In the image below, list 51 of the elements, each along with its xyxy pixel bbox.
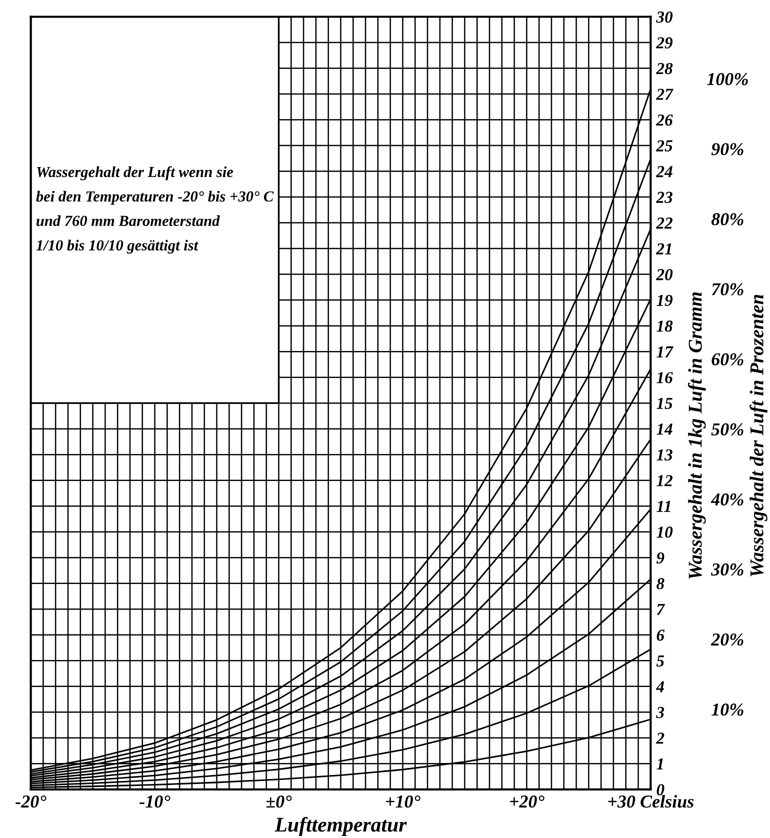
y-tick-label: 27 <box>656 88 674 100</box>
text: 100% <box>707 73 748 86</box>
x-axis-title: Lufttemperatur <box>274 816 407 836</box>
y-tick-label: 16 <box>656 372 673 384</box>
text: 40% <box>710 493 744 506</box>
y-tick-label: 19 <box>656 294 673 306</box>
x-tick-label: +20° <box>510 795 544 808</box>
y-tick-label: 25 <box>656 140 672 152</box>
y-tick-label: 26 <box>656 114 673 126</box>
y-tick-label: 29 <box>656 37 673 48</box>
y-tick-label: 2 <box>656 732 664 744</box>
x-tick-label: -20° <box>16 795 46 808</box>
y-tick-label: 20 <box>656 269 673 280</box>
y-tick-label: 9 <box>656 552 664 564</box>
y-tick-label: 18 <box>656 320 673 332</box>
y-tick-label: 15 <box>656 398 672 410</box>
y-tick-label: 4 <box>656 681 664 692</box>
text: 80% <box>711 213 744 226</box>
y-tick-label: 0 <box>656 784 664 796</box>
x-tick-label: +30 Celsius <box>608 794 694 808</box>
y-tick-label: 12 <box>656 475 672 486</box>
y-tick-label: 5 <box>656 655 664 667</box>
y-tick-label: 30 <box>656 11 673 23</box>
y-tick-label: 23 <box>656 192 672 203</box>
x-tick-label: ±0° <box>266 795 292 808</box>
text: 70% <box>712 283 744 296</box>
text: 30% <box>710 563 744 576</box>
y2-axis-title: Wassergehalt der Luft in Prozenten <box>750 294 768 576</box>
y-tick-label: 3 <box>656 706 664 718</box>
text: 10% <box>712 703 744 716</box>
x-tick-label: +10° <box>386 795 420 808</box>
y-tick-label: 10 <box>656 526 673 538</box>
text: 20% <box>710 633 744 646</box>
y-tick-label: 28 <box>656 62 673 74</box>
y-tick-label: 11 <box>656 500 670 512</box>
y-tick-label: 17 <box>656 346 674 358</box>
y-axis-title: Wassergehalt in 1kg Luft in Gramm <box>688 292 706 579</box>
y-tick-label: 7 <box>656 604 666 615</box>
y-tick-label: 21 <box>656 243 672 254</box>
text: 50% <box>711 423 744 436</box>
x-tick-label: -10° <box>140 795 170 808</box>
y-tick-label: 13 <box>656 449 672 461</box>
y-tick-label: 14 <box>656 424 672 435</box>
y-tick-label: 8 <box>656 578 664 590</box>
y-tick-label: 1 <box>656 758 663 770</box>
text: 90% <box>711 143 744 156</box>
y-tick-label: 22 <box>656 218 672 229</box>
y-tick-label: 24 <box>656 166 672 178</box>
text: Wassergehalt der Luft wenn sie bei den Temperaturen -20° bis +30° C und 760 mm Barometerstand 1/10 bis 10/10 gesättigt ist <box>36 166 274 254</box>
text: 60% <box>712 353 744 366</box>
y-tick-label: 6 <box>656 630 665 641</box>
